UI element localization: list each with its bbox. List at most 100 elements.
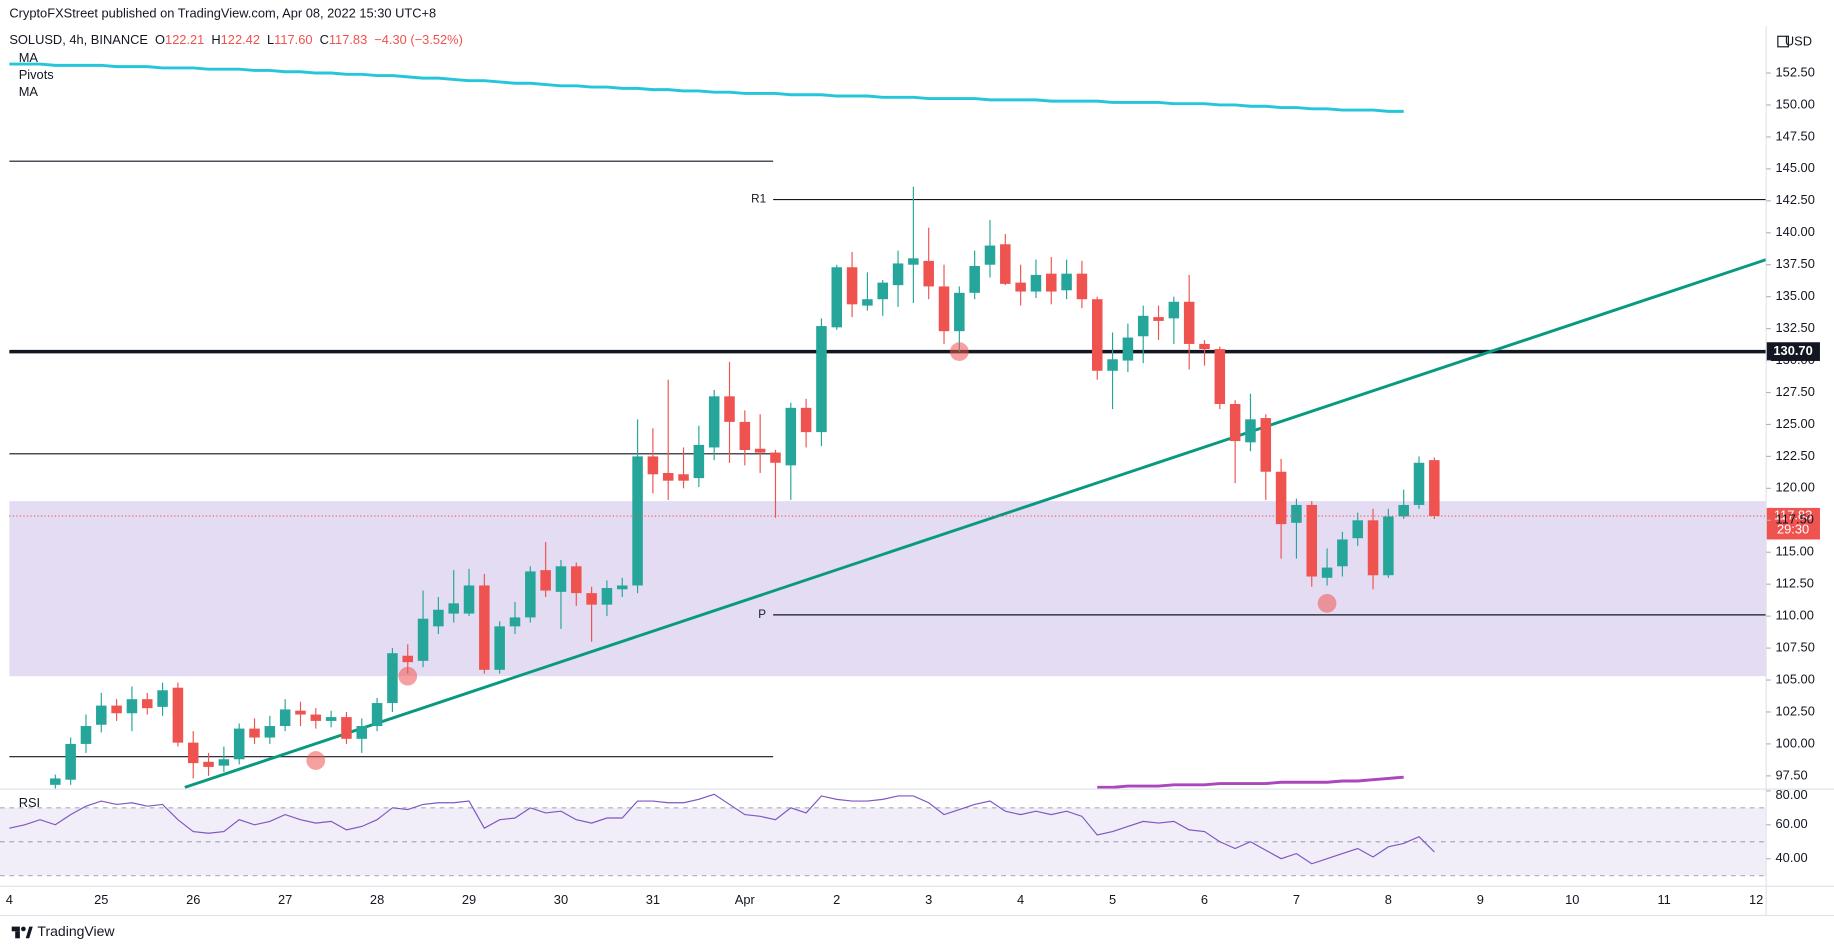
y-tick-label: 147.50 bbox=[1776, 128, 1815, 143]
pivot-label: R1 bbox=[751, 193, 766, 206]
candle-body bbox=[908, 258, 919, 265]
candle-body bbox=[1337, 539, 1348, 567]
candle-body bbox=[800, 407, 812, 433]
y-tick-label: 102.50 bbox=[1776, 703, 1815, 718]
candle-body bbox=[249, 728, 260, 738]
candle-body bbox=[831, 267, 843, 328]
candle-body bbox=[65, 743, 76, 780]
candle-body bbox=[586, 593, 597, 605]
marker bbox=[306, 751, 326, 770]
candle-body bbox=[770, 452, 781, 463]
legend-value: 117.60 bbox=[274, 32, 312, 47]
candle-body bbox=[417, 618, 429, 661]
indicator-label: MA bbox=[19, 50, 39, 65]
candle-body bbox=[126, 699, 138, 714]
candle-body bbox=[172, 687, 184, 743]
candle-body bbox=[969, 265, 980, 293]
candle-body bbox=[233, 728, 245, 760]
candle-body bbox=[448, 603, 459, 614]
x-tick-label: 25 bbox=[94, 892, 108, 907]
y-tick-label: 130.00 bbox=[1776, 352, 1815, 367]
countdown: 29:30 bbox=[1777, 522, 1809, 537]
legend-value: 122.42 bbox=[221, 32, 260, 47]
last-price-tag bbox=[1766, 507, 1820, 540]
candle-body bbox=[877, 282, 888, 300]
y-tick-label: 145.00 bbox=[1776, 160, 1815, 175]
candle-body bbox=[1137, 315, 1149, 337]
candle-body bbox=[1413, 462, 1425, 505]
candle-body bbox=[1061, 273, 1072, 291]
candle-body bbox=[341, 717, 352, 739]
x-tick-label: 29 bbox=[462, 892, 476, 907]
moving-average bbox=[9, 62, 1404, 113]
marker bbox=[398, 666, 418, 686]
candle-body bbox=[187, 742, 199, 764]
y-tick-label: 117.50 bbox=[1776, 512, 1814, 527]
candle-body bbox=[1076, 273, 1088, 300]
candle-body bbox=[954, 292, 965, 332]
last-price-label: 117.83 bbox=[1774, 507, 1812, 522]
candle-body bbox=[938, 286, 950, 332]
y-tick-label: 97.50 bbox=[1776, 767, 1808, 782]
indicator-label: Pivots bbox=[19, 67, 54, 82]
candle-body bbox=[984, 245, 996, 265]
candle-body bbox=[325, 717, 337, 721]
x-tick-label: 31 bbox=[646, 892, 660, 907]
candle-body bbox=[310, 714, 322, 721]
y-tick-label: 140.00 bbox=[1776, 224, 1815, 239]
candle-body bbox=[1321, 567, 1333, 578]
candle-body bbox=[892, 263, 904, 286]
rsi-tick-label: 60.00 bbox=[1776, 816, 1808, 831]
candle-body bbox=[387, 653, 398, 704]
currency-icon bbox=[1777, 35, 1789, 48]
x-tick-label: 9 bbox=[1477, 892, 1484, 907]
candle-body bbox=[540, 570, 551, 591]
trendline bbox=[184, 258, 1767, 789]
candle-body bbox=[1291, 504, 1302, 523]
y-tick-label: 120.00 bbox=[1776, 480, 1815, 495]
candle-body bbox=[1260, 418, 1272, 472]
currency: USD bbox=[1785, 34, 1812, 49]
candle-body bbox=[402, 655, 414, 663]
x-tick-label: 2 bbox=[833, 892, 840, 907]
attribution: CryptoFXStreet published on TradingView.… bbox=[9, 5, 436, 20]
x-tick-label: 6 bbox=[1201, 892, 1208, 907]
candle-body bbox=[1183, 301, 1195, 344]
x-tick-label: 7 bbox=[1293, 892, 1300, 907]
candle-body bbox=[1245, 419, 1256, 443]
y-tick-label: 115.00 bbox=[1776, 544, 1814, 559]
y-tick-label: 105.00 bbox=[1776, 671, 1815, 686]
rsi-title: RSI bbox=[19, 795, 40, 810]
x-tick-label: 27 bbox=[278, 892, 292, 907]
footer-brand: TradingView bbox=[37, 923, 115, 939]
y-tick-label: 137.50 bbox=[1776, 256, 1815, 271]
candle-body bbox=[1199, 343, 1210, 350]
candle-body bbox=[96, 705, 107, 725]
legend-key: C bbox=[320, 32, 329, 47]
candle-body bbox=[1352, 520, 1363, 539]
legend-change: −4.30 (−3.52%) bbox=[374, 32, 463, 47]
candle-body bbox=[785, 407, 797, 466]
candle-body bbox=[1015, 282, 1026, 292]
candle-body bbox=[816, 326, 827, 433]
candle-body bbox=[1383, 516, 1394, 576]
rsi-tick-label: 80.00 bbox=[1776, 787, 1808, 802]
candle-body bbox=[1107, 359, 1118, 371]
rsi-line bbox=[9, 793, 1435, 865]
candle-body bbox=[1122, 337, 1134, 361]
candle-body bbox=[203, 761, 214, 767]
price-pane bbox=[9, 62, 1767, 789]
candle-body bbox=[1306, 504, 1318, 577]
x-tick-label: 10 bbox=[1565, 892, 1579, 907]
candle-body bbox=[1229, 404, 1241, 442]
candle-body bbox=[708, 396, 720, 448]
y-tick-label: 150.00 bbox=[1776, 96, 1815, 111]
candle-body bbox=[1091, 299, 1103, 371]
candle-body bbox=[356, 726, 368, 739]
candle-body bbox=[141, 699, 153, 709]
candle-body bbox=[601, 588, 613, 605]
x-tick-label: 8 bbox=[1385, 892, 1392, 907]
